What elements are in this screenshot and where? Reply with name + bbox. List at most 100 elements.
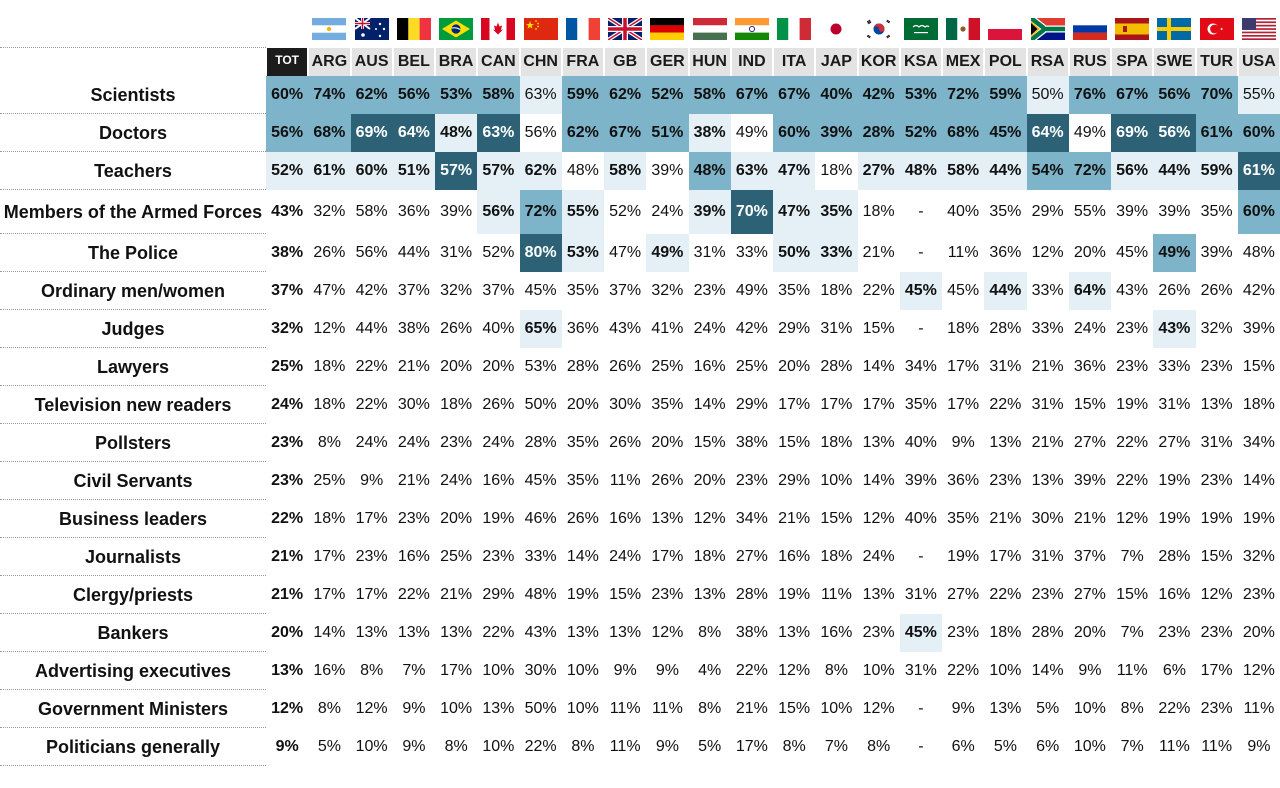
table-cell: 21% bbox=[989, 510, 1022, 527]
table-cell: 60% bbox=[1237, 114, 1280, 152]
table-cell: 26% bbox=[313, 244, 346, 261]
table-cell: 5% bbox=[1036, 700, 1060, 717]
table-cell: 20% bbox=[1242, 624, 1275, 641]
table-cell: 14% bbox=[862, 358, 895, 375]
table-cell: 56% bbox=[1153, 114, 1196, 152]
table-cell: 52% bbox=[482, 244, 515, 261]
column-header-arg: ARG bbox=[309, 48, 350, 76]
table-cell: 12% bbox=[1200, 586, 1233, 603]
table-cell: 36% bbox=[566, 320, 599, 337]
table-cell: 11% bbox=[1158, 738, 1190, 755]
table-cell: 36% bbox=[989, 244, 1022, 261]
table-cell: 35% bbox=[566, 282, 599, 299]
table-cell: 13% bbox=[1031, 472, 1064, 489]
table-cell: 49% bbox=[646, 234, 689, 272]
table-cell: 9% bbox=[951, 434, 975, 451]
column-header-hun: HUN bbox=[689, 48, 730, 76]
column-header-kor: KOR bbox=[858, 48, 899, 76]
table-cell: 61% bbox=[1237, 152, 1280, 190]
table-cell: 17% bbox=[313, 586, 346, 603]
table-cell: 60% bbox=[350, 152, 393, 190]
table-cell: 38% bbox=[397, 320, 430, 337]
table-cell: 26% bbox=[609, 358, 642, 375]
table-cell: 17% bbox=[862, 396, 895, 413]
table-cell: 22% bbox=[355, 358, 388, 375]
table-cell: 64% bbox=[1026, 114, 1069, 152]
usa-flag-icon bbox=[1241, 18, 1276, 40]
table-cell: 13% bbox=[482, 700, 515, 717]
table-cell: 13% bbox=[651, 510, 684, 527]
table-cell: 35% bbox=[815, 190, 858, 234]
table-cell: 13% bbox=[989, 434, 1022, 451]
table-row: Television new readers 24% 18% 22% 30% 18% 26%… bbox=[0, 386, 1280, 424]
table-cell: 70% bbox=[730, 190, 773, 234]
table-cell: 26% bbox=[609, 434, 642, 451]
table-cell: 9% bbox=[275, 738, 299, 755]
table-row: Clergy/priests 21% 17% 17% 22% 21% 29% 48% 19% 15… bbox=[0, 576, 1280, 614]
table-cell: 12% bbox=[1116, 510, 1149, 527]
table-cell: 16% bbox=[1158, 586, 1191, 603]
table-cell: 8% bbox=[1120, 700, 1144, 717]
table-cell: 27% bbox=[735, 548, 768, 565]
table-cell: 10% bbox=[1073, 700, 1106, 717]
table-cell: 56% bbox=[266, 114, 309, 152]
table-cell: 59% bbox=[1195, 152, 1238, 190]
table-cell: 13% bbox=[1200, 396, 1233, 413]
table-cell: 64% bbox=[392, 114, 435, 152]
table-cell: 26% bbox=[440, 320, 473, 337]
table-cell: 22% bbox=[989, 586, 1022, 603]
table-cell: 52% bbox=[646, 76, 689, 114]
table-cell: 29% bbox=[778, 472, 811, 489]
table-cell: 8% bbox=[782, 738, 806, 755]
column-header-ita: ITA bbox=[774, 48, 815, 76]
table-cell: 43% bbox=[609, 320, 642, 337]
table-cell: 23% bbox=[1200, 700, 1233, 717]
table-cell: 63% bbox=[519, 76, 562, 114]
column-header-ind: IND bbox=[731, 48, 772, 76]
table-cell: 25% bbox=[271, 358, 304, 375]
table-cell: 17% bbox=[440, 662, 473, 679]
table-cell: 53% bbox=[899, 76, 942, 114]
row-label: Civil Servants bbox=[0, 462, 266, 500]
table-cell: 12% bbox=[271, 700, 304, 717]
table-cell: 11% bbox=[1116, 662, 1148, 679]
table-cell: 45% bbox=[899, 614, 942, 652]
table-cell: 16% bbox=[397, 548, 430, 565]
table-cell: 20% bbox=[271, 624, 304, 641]
table-cell: 28% bbox=[857, 114, 900, 152]
hungary-flag-icon bbox=[692, 18, 727, 40]
table-cell: 56% bbox=[1111, 152, 1154, 190]
korea-flag-icon bbox=[861, 18, 896, 40]
table-cell: 20% bbox=[651, 434, 684, 451]
table-cell: 17% bbox=[1200, 662, 1233, 679]
table-cell: 39% bbox=[1158, 203, 1191, 220]
table-cell: 11% bbox=[947, 244, 979, 261]
table-cell: 28% bbox=[524, 434, 557, 451]
table-cell: 24% bbox=[609, 548, 642, 565]
table-cell: 31% bbox=[440, 244, 473, 261]
table-cell: 13% bbox=[862, 434, 895, 451]
table-cell: 63% bbox=[730, 152, 773, 190]
table-cell: 49% bbox=[735, 282, 768, 299]
table-cell: 10% bbox=[355, 738, 388, 755]
table-cell: 26% bbox=[566, 510, 599, 527]
china-flag-icon bbox=[523, 18, 558, 40]
table-cell: 22% bbox=[1116, 434, 1149, 451]
table-cell: 22% bbox=[397, 586, 430, 603]
table-cell: 40% bbox=[482, 320, 515, 337]
table-cell: 24% bbox=[651, 203, 684, 220]
table-cell: 12% bbox=[355, 700, 388, 717]
table-cell: 39% bbox=[688, 190, 731, 234]
table-cell: 23% bbox=[1031, 586, 1064, 603]
table-cell: 21% bbox=[1073, 510, 1106, 527]
table-cell: 23% bbox=[1200, 472, 1233, 489]
table-cell: 22% bbox=[271, 510, 304, 527]
poland-flag-icon bbox=[988, 18, 1023, 40]
table-cell: 38% bbox=[735, 434, 768, 451]
table-row: Civil Servants 23% 25% 9% 21% 24% 16% 45% 35% 11%… bbox=[0, 462, 1280, 500]
table-cell: 40% bbox=[947, 203, 980, 220]
table-cell: 18% bbox=[820, 282, 853, 299]
table-cell: 11% bbox=[609, 738, 641, 755]
table-cell: 12% bbox=[313, 320, 346, 337]
table-cell: 18% bbox=[313, 358, 346, 375]
